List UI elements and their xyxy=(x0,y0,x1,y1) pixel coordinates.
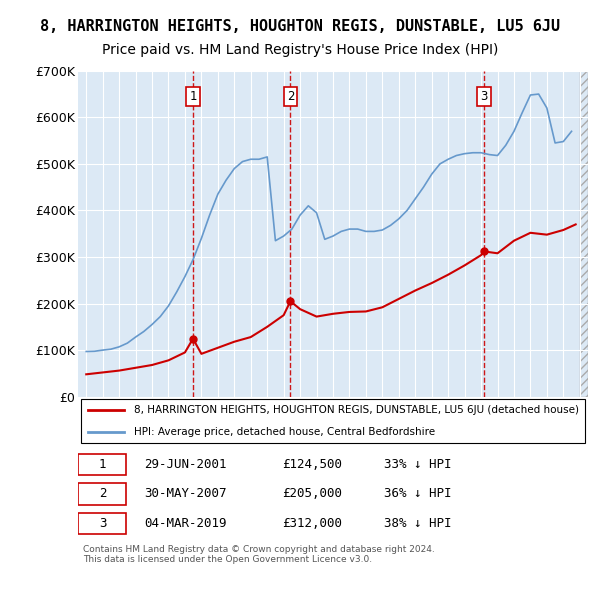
Text: 36% ↓ HPI: 36% ↓ HPI xyxy=(384,487,452,500)
Text: 3: 3 xyxy=(480,90,488,103)
Text: 2: 2 xyxy=(287,90,294,103)
FancyBboxPatch shape xyxy=(80,399,586,443)
Text: 8, HARRINGTON HEIGHTS, HOUGHTON REGIS, DUNSTABLE, LU5 6JU: 8, HARRINGTON HEIGHTS, HOUGHTON REGIS, D… xyxy=(40,19,560,34)
Text: 2: 2 xyxy=(99,487,106,500)
Text: 04-MAR-2019: 04-MAR-2019 xyxy=(145,517,227,530)
Text: 30-MAY-2007: 30-MAY-2007 xyxy=(145,487,227,500)
Text: 8, HARRINGTON HEIGHTS, HOUGHTON REGIS, DUNSTABLE, LU5 6JU (detached house): 8, HARRINGTON HEIGHTS, HOUGHTON REGIS, D… xyxy=(134,405,579,415)
Text: 29-JUN-2001: 29-JUN-2001 xyxy=(145,458,227,471)
Text: 3: 3 xyxy=(99,517,106,530)
Text: £312,000: £312,000 xyxy=(282,517,342,530)
Text: £124,500: £124,500 xyxy=(282,458,342,471)
Text: HPI: Average price, detached house, Central Bedfordshire: HPI: Average price, detached house, Cent… xyxy=(134,427,435,437)
Text: £205,000: £205,000 xyxy=(282,487,342,500)
Text: 33% ↓ HPI: 33% ↓ HPI xyxy=(384,458,452,471)
FancyBboxPatch shape xyxy=(78,483,127,504)
Text: Contains HM Land Registry data © Crown copyright and database right 2024.
This d: Contains HM Land Registry data © Crown c… xyxy=(83,545,435,564)
FancyBboxPatch shape xyxy=(78,454,127,476)
Text: 1: 1 xyxy=(99,458,106,471)
Text: 1: 1 xyxy=(189,90,197,103)
Text: Price paid vs. HM Land Registry's House Price Index (HPI): Price paid vs. HM Land Registry's House … xyxy=(102,42,498,57)
FancyBboxPatch shape xyxy=(78,513,127,534)
Text: 38% ↓ HPI: 38% ↓ HPI xyxy=(384,517,452,530)
